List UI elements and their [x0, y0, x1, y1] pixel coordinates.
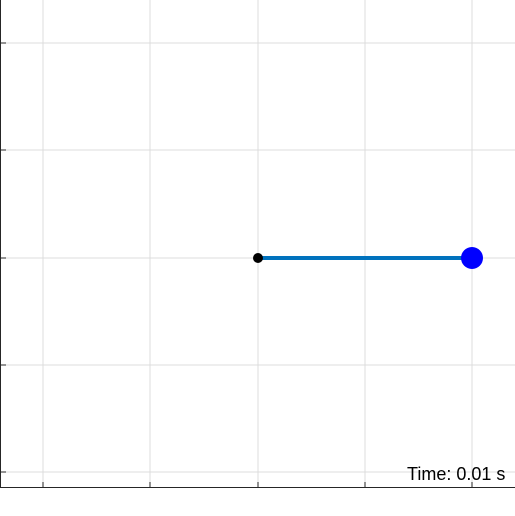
pendulum-bob: [461, 247, 483, 269]
axes: [0, 0, 515, 488]
grid: [0, 0, 515, 487]
pendulum: [253, 247, 483, 269]
pivot-point: [253, 253, 263, 263]
time-label: Time: 0.01 s: [407, 464, 505, 484]
